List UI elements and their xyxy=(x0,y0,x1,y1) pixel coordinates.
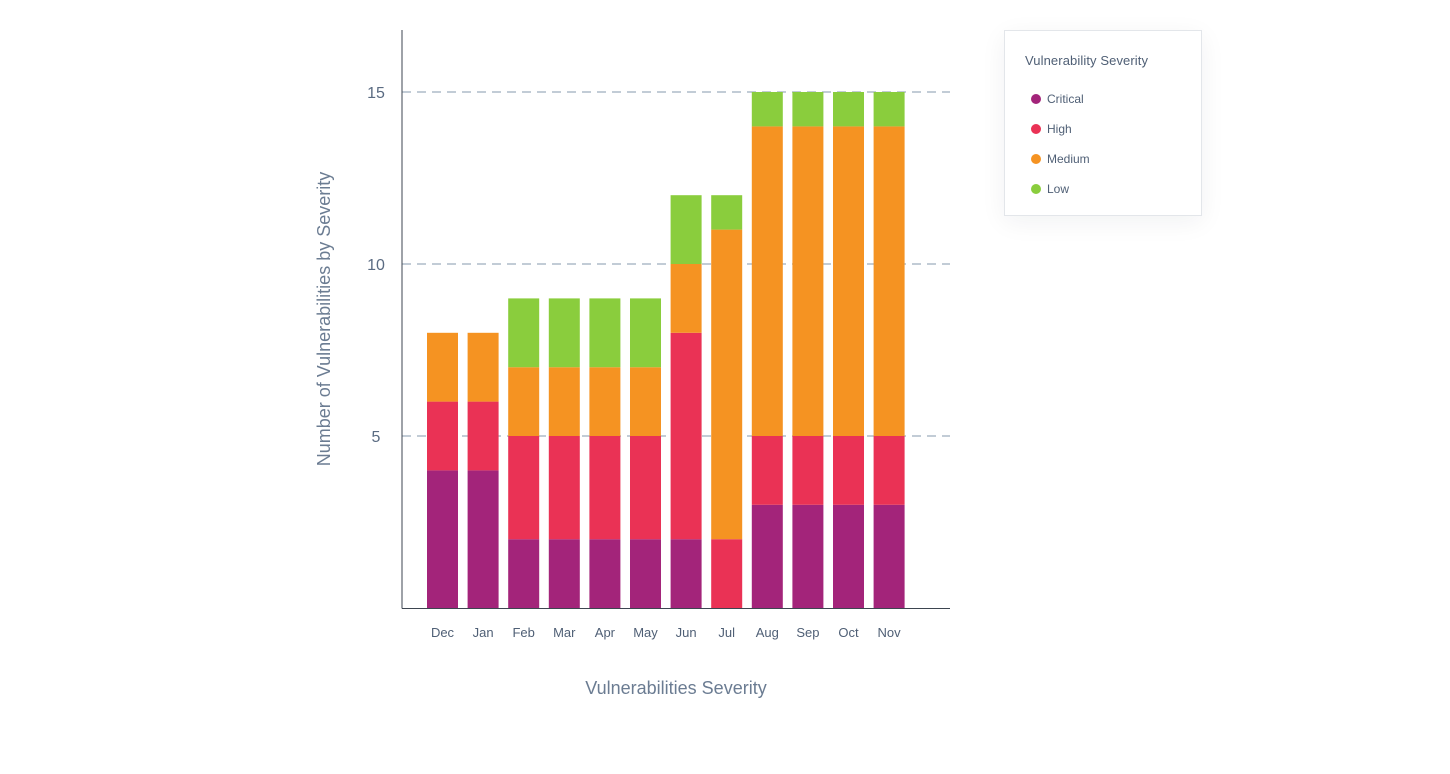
bar-segment-high-nov xyxy=(873,436,905,505)
bar-segment-medium-jul xyxy=(711,229,743,540)
bar-segment-critical-apr xyxy=(589,539,621,608)
legend-label: Medium xyxy=(1047,152,1090,166)
bar-segment-low-mar xyxy=(548,298,580,368)
y-tick-labels: 5 10 15 xyxy=(367,85,385,446)
bar-segment-low-nov xyxy=(873,92,905,127)
legend-swatch-low xyxy=(1031,184,1041,194)
legend-item-low: Low xyxy=(1031,174,1201,204)
legend-item-medium: Medium xyxy=(1031,144,1201,174)
bar-segment-critical-may xyxy=(630,539,661,608)
bar-segment-low-feb xyxy=(508,298,540,368)
x-tick-label: Jan xyxy=(473,625,494,640)
x-tick-label: Jun xyxy=(676,625,697,640)
legend-swatch-critical xyxy=(1031,94,1041,104)
bar-segment-high-oct xyxy=(833,436,864,505)
x-tick-label: Apr xyxy=(595,625,616,640)
bar-segment-medium-dec xyxy=(427,332,458,402)
legend-item-high: High xyxy=(1031,114,1201,144)
bar-segment-high-dec xyxy=(427,401,458,471)
x-tick-label: May xyxy=(633,625,658,640)
x-tick-label: Dec xyxy=(431,625,455,640)
bar-segment-medium-aug xyxy=(751,126,783,437)
bar-segment-high-may xyxy=(630,436,661,540)
bar-segment-medium-jan xyxy=(467,332,499,402)
x-tick-label: Mar xyxy=(553,625,576,640)
legend-label: Critical xyxy=(1047,92,1084,106)
legend-label: High xyxy=(1047,122,1072,136)
bars xyxy=(427,92,905,608)
y-tick-label: 5 xyxy=(372,429,381,446)
bar-segment-high-sep xyxy=(792,436,824,505)
legend-label: Low xyxy=(1047,182,1070,196)
y-tick-label: 10 xyxy=(367,257,385,274)
bar-segment-critical-mar xyxy=(548,539,580,608)
bar-segment-high-apr xyxy=(589,436,621,540)
bar-segment-medium-nov xyxy=(873,126,905,437)
bar-segment-critical-jan xyxy=(467,470,499,608)
legend-swatch-high xyxy=(1031,124,1041,134)
legend-item-critical: Critical xyxy=(1031,84,1201,114)
bar-segment-critical-dec xyxy=(427,470,458,608)
bar-segment-low-oct xyxy=(833,92,864,127)
bar-segment-low-may xyxy=(630,298,661,368)
x-tick-label: Feb xyxy=(512,625,534,640)
x-tick-label: Aug xyxy=(756,625,779,640)
x-tick-label: Sep xyxy=(796,625,819,640)
bar-segment-low-jul xyxy=(711,195,743,230)
x-tick-label: Nov xyxy=(878,625,902,640)
axes xyxy=(401,30,950,609)
bar-segment-critical-nov xyxy=(873,504,905,608)
bar-segment-low-sep xyxy=(792,92,824,127)
bar-segment-medium-sep xyxy=(792,126,824,437)
bar-segment-high-jul xyxy=(711,539,743,608)
bar-segment-critical-oct xyxy=(833,504,864,608)
x-tick-label: Jul xyxy=(718,625,735,640)
bar-segment-low-jun xyxy=(670,195,702,264)
bar-segment-medium-may xyxy=(630,367,661,436)
bar-segment-critical-sep xyxy=(792,504,824,608)
legend: Vulnerability Severity Critical High Med… xyxy=(1004,30,1202,216)
bar-segment-low-aug xyxy=(751,92,783,127)
bar-segment-medium-jun xyxy=(670,264,702,333)
y-axis-title: Number of Vulnerabilities by Severity xyxy=(314,172,334,466)
bar-segment-high-jun xyxy=(670,332,702,540)
bar-segment-medium-apr xyxy=(589,367,621,436)
bar-segment-high-mar xyxy=(548,436,580,540)
bar-segment-medium-feb xyxy=(508,367,540,436)
legend-swatch-medium xyxy=(1031,154,1041,164)
bar-segment-high-jan xyxy=(467,401,499,471)
legend-title: Vulnerability Severity xyxy=(1025,53,1149,68)
bar-segment-medium-mar xyxy=(548,367,580,436)
bar-segment-critical-aug xyxy=(751,504,783,608)
bar-segment-high-feb xyxy=(508,436,540,540)
x-tick-label: Oct xyxy=(838,625,859,640)
bar-segment-critical-jun xyxy=(670,539,702,608)
x-tick-labels: Dec Jan Feb Mar Apr May Jun Jul Aug Sep Oct Nov xyxy=(431,625,901,640)
bar-segment-low-apr xyxy=(589,298,621,368)
bar-segment-high-aug xyxy=(751,436,783,505)
bar-segment-medium-oct xyxy=(833,126,864,437)
bar-segment-critical-feb xyxy=(508,539,540,608)
y-tick-label: 15 xyxy=(367,85,385,102)
x-axis-title: Vulnerabilities Severity xyxy=(585,678,766,698)
